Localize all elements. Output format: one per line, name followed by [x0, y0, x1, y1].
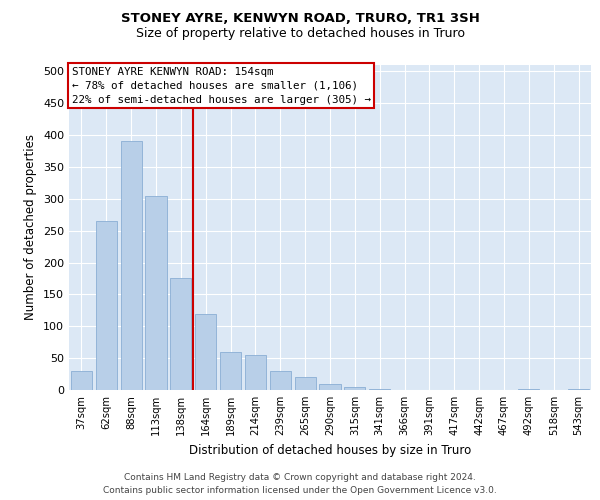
Bar	[295, 378, 316, 390]
Bar	[319, 384, 341, 390]
Bar	[220, 352, 241, 390]
X-axis label: Distribution of detached houses by size in Truro: Distribution of detached houses by size …	[189, 444, 471, 456]
Bar	[71, 371, 92, 390]
Text: STONEY AYRE KENWYN ROAD: 154sqm
← 78% of detached houses are smaller (1,106)
22%: STONEY AYRE KENWYN ROAD: 154sqm ← 78% of…	[71, 66, 371, 104]
Bar	[344, 387, 365, 390]
Bar	[170, 278, 191, 390]
Text: Contains public sector information licensed under the Open Government Licence v3: Contains public sector information licen…	[103, 486, 497, 495]
Bar	[245, 355, 266, 390]
Bar	[121, 142, 142, 390]
Bar	[145, 196, 167, 390]
Text: STONEY AYRE, KENWYN ROAD, TRURO, TR1 3SH: STONEY AYRE, KENWYN ROAD, TRURO, TR1 3SH	[121, 12, 479, 26]
Bar	[195, 314, 216, 390]
Text: Size of property relative to detached houses in Truro: Size of property relative to detached ho…	[136, 28, 464, 40]
Bar	[96, 221, 117, 390]
Text: Contains HM Land Registry data © Crown copyright and database right 2024.: Contains HM Land Registry data © Crown c…	[124, 472, 476, 482]
Y-axis label: Number of detached properties: Number of detached properties	[25, 134, 37, 320]
Bar	[270, 371, 291, 390]
